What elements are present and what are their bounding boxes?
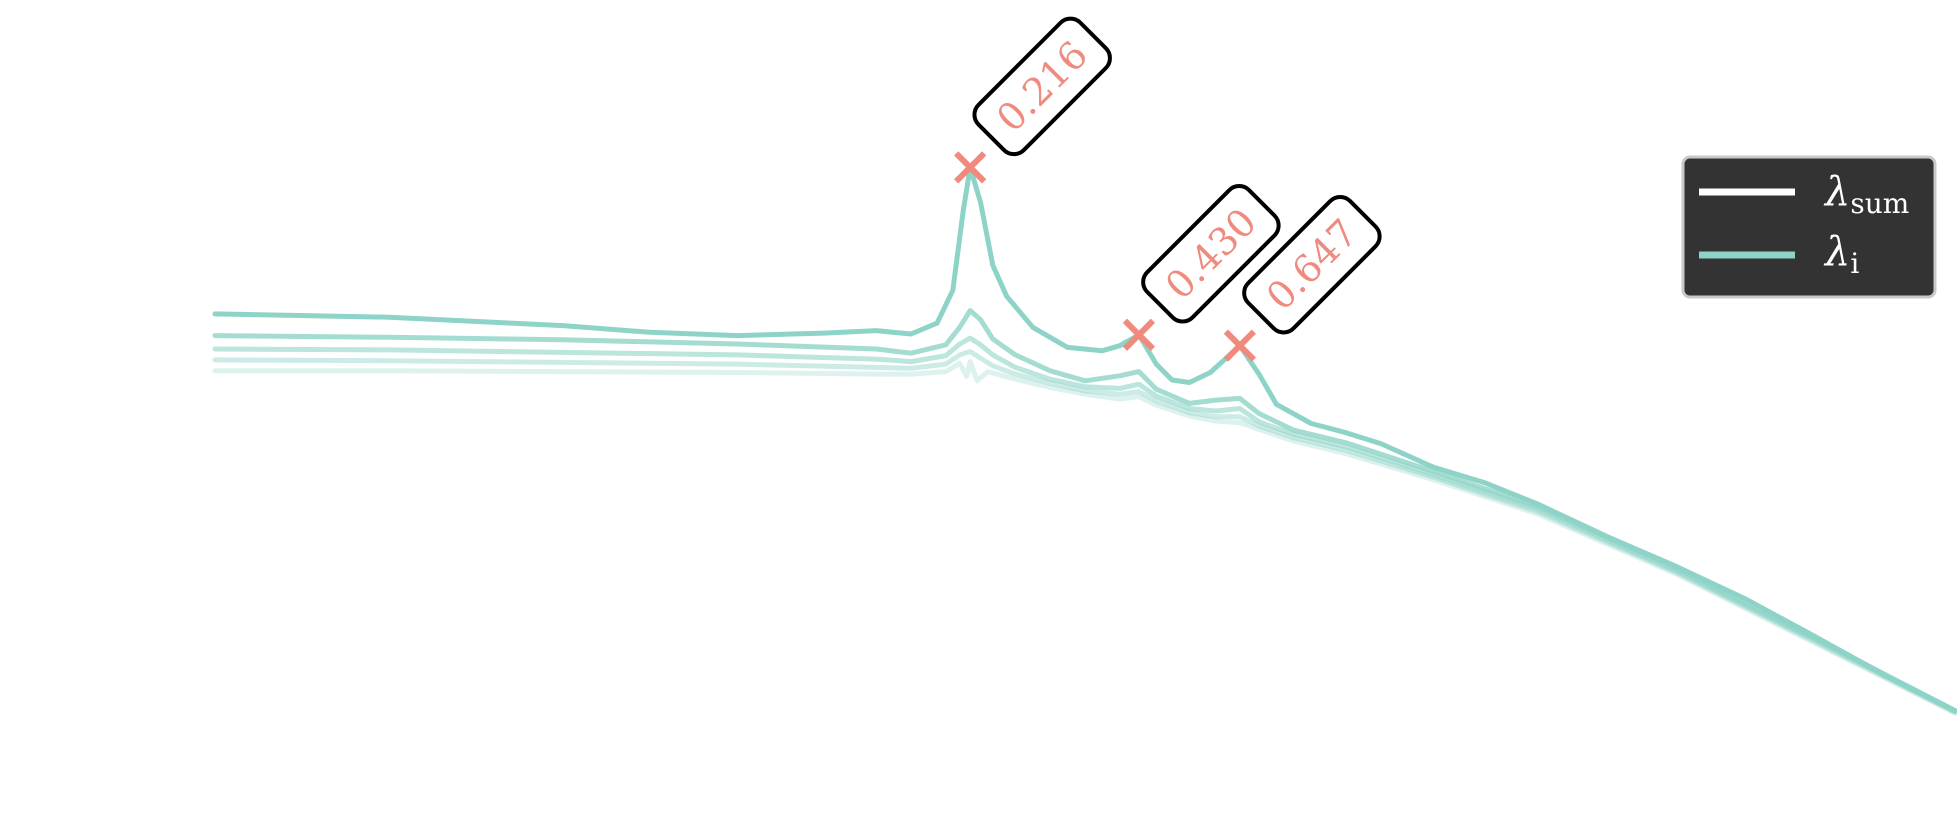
peak-label-box-1 (972, 16, 1112, 157)
series-line-2 (212, 308, 1957, 714)
peak-label-1: 0.216 (972, 16, 1112, 157)
legend-i-subscript: i (1850, 247, 1859, 280)
legend: λsum λi (1681, 155, 1937, 299)
legend-background (1681, 155, 1937, 299)
legend-entry-sum: λsum (1823, 169, 1909, 220)
series-line-4 (212, 349, 1957, 715)
peak-label-box-3 (1242, 194, 1382, 335)
series-line-5 (212, 359, 1957, 716)
series-line-3 (212, 335, 1957, 714)
peak-marker-1 (954, 151, 987, 184)
peak-marker-3 (1223, 329, 1256, 362)
peak-markers (954, 151, 1256, 362)
legend-sum-symbol: λ (1823, 169, 1850, 215)
legend-i-symbol: λ (1823, 229, 1850, 275)
legend-entry-i: λi (1823, 229, 1859, 280)
legend-sum-subscript: sum (1850, 187, 1909, 220)
peak-label-box-2 (1141, 184, 1281, 324)
peak-marker-2 (1122, 318, 1156, 351)
